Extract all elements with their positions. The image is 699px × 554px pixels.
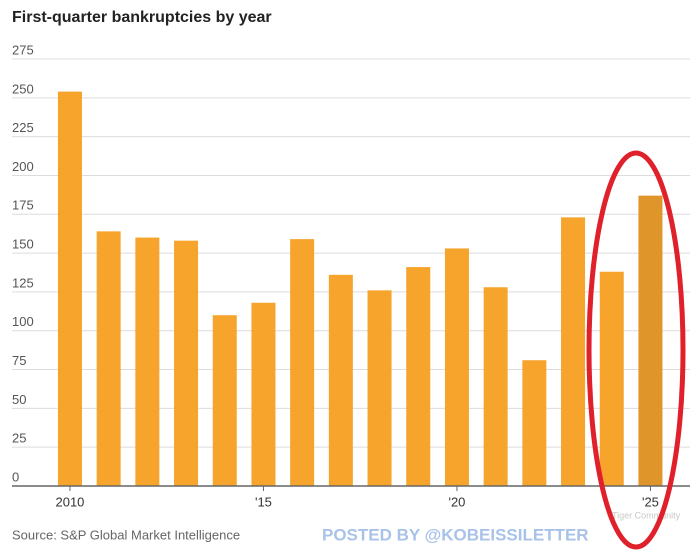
bar bbox=[638, 195, 663, 486]
bar bbox=[57, 91, 82, 486]
bar bbox=[444, 248, 469, 486]
y-tick-label: 25 bbox=[12, 431, 26, 446]
x-tick-label: 2010 bbox=[55, 494, 84, 509]
y-tick-label: 200 bbox=[12, 159, 34, 174]
x-tick-label: '15 bbox=[255, 494, 272, 509]
y-tick-label: 175 bbox=[12, 198, 34, 213]
y-tick-label: 150 bbox=[12, 237, 34, 252]
watermark: POSTED BY @KOBEISSILETTER bbox=[322, 525, 589, 544]
bar bbox=[561, 217, 586, 487]
x-tick-label: '25 bbox=[642, 494, 659, 509]
y-tick-label: 100 bbox=[12, 314, 34, 329]
bar bbox=[328, 274, 353, 486]
bar bbox=[367, 290, 392, 486]
bar bbox=[96, 231, 121, 486]
bar bbox=[174, 240, 199, 486]
bar bbox=[290, 239, 315, 486]
watermark: Tiger Community bbox=[612, 510, 681, 520]
chart-title: First-quarter bankruptcies by year bbox=[12, 9, 272, 26]
bar bbox=[251, 302, 276, 486]
plot: 0 25 50 75 100 125 150 175 200 225 250 275 2010 '15 '2… bbox=[12, 42, 690, 509]
bar bbox=[406, 267, 431, 486]
bar bbox=[212, 315, 237, 486]
y-tick-label: 50 bbox=[12, 392, 26, 407]
source: Source: S&P Global Market Intelligence bbox=[12, 527, 240, 542]
y-tick-label: 75 bbox=[12, 353, 26, 368]
y-tick-label: 275 bbox=[12, 42, 34, 57]
y-tick-label: 225 bbox=[12, 120, 34, 135]
y-tick-label: 0 bbox=[12, 469, 19, 484]
bar bbox=[135, 237, 160, 486]
bar bbox=[599, 271, 624, 486]
y-tick-label: 250 bbox=[12, 81, 34, 96]
highlight-ellipse bbox=[586, 150, 686, 550]
y-tick-label: 125 bbox=[12, 275, 34, 290]
bar bbox=[483, 287, 508, 486]
x-tick-label: '20 bbox=[448, 494, 465, 509]
bar bbox=[522, 360, 547, 486]
